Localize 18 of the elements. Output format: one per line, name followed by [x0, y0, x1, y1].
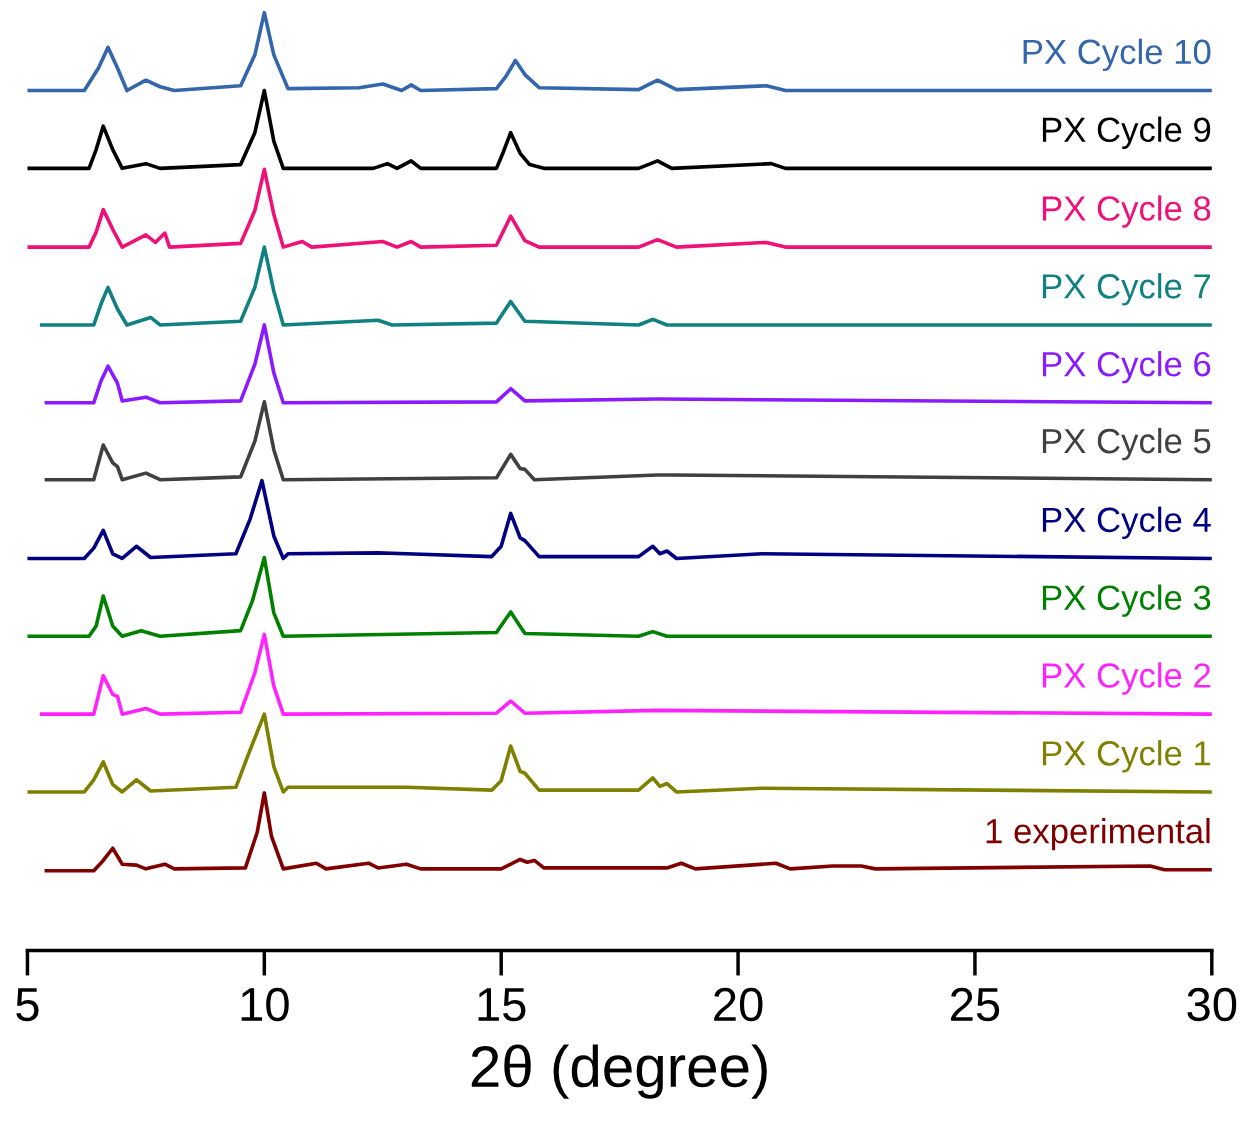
series-label: PX Cycle 1	[1042, 740, 1211, 773]
series-label: 1 experimental	[986, 817, 1210, 851]
series-label: PX Cycle 7	[1042, 273, 1211, 306]
x-tick-label: 5	[16, 988, 39, 1022]
series-label: PX Cycle 8	[1042, 195, 1211, 228]
x-tick-label: 10	[241, 987, 289, 1022]
series-label: PX Cycle 4	[1042, 506, 1211, 540]
series-label: PX Cycle 3	[1042, 584, 1211, 617]
x-tick-label: 30	[1187, 987, 1237, 1022]
x-tick-label: 25	[951, 987, 1000, 1022]
series-label: PX Cycle 9	[1042, 116, 1211, 149]
series-label: PX Cycle 2	[1042, 662, 1211, 695]
x-tick-label: 20	[714, 987, 763, 1022]
x-tick-label: 15	[478, 988, 526, 1022]
series-label: PX Cycle 10	[1023, 38, 1211, 72]
series-label: PX Cycle 5	[1042, 427, 1211, 461]
x-axis-title: 2θ (degree)	[471, 1044, 767, 1099]
series-label: PX Cycle 6	[1042, 350, 1211, 384]
